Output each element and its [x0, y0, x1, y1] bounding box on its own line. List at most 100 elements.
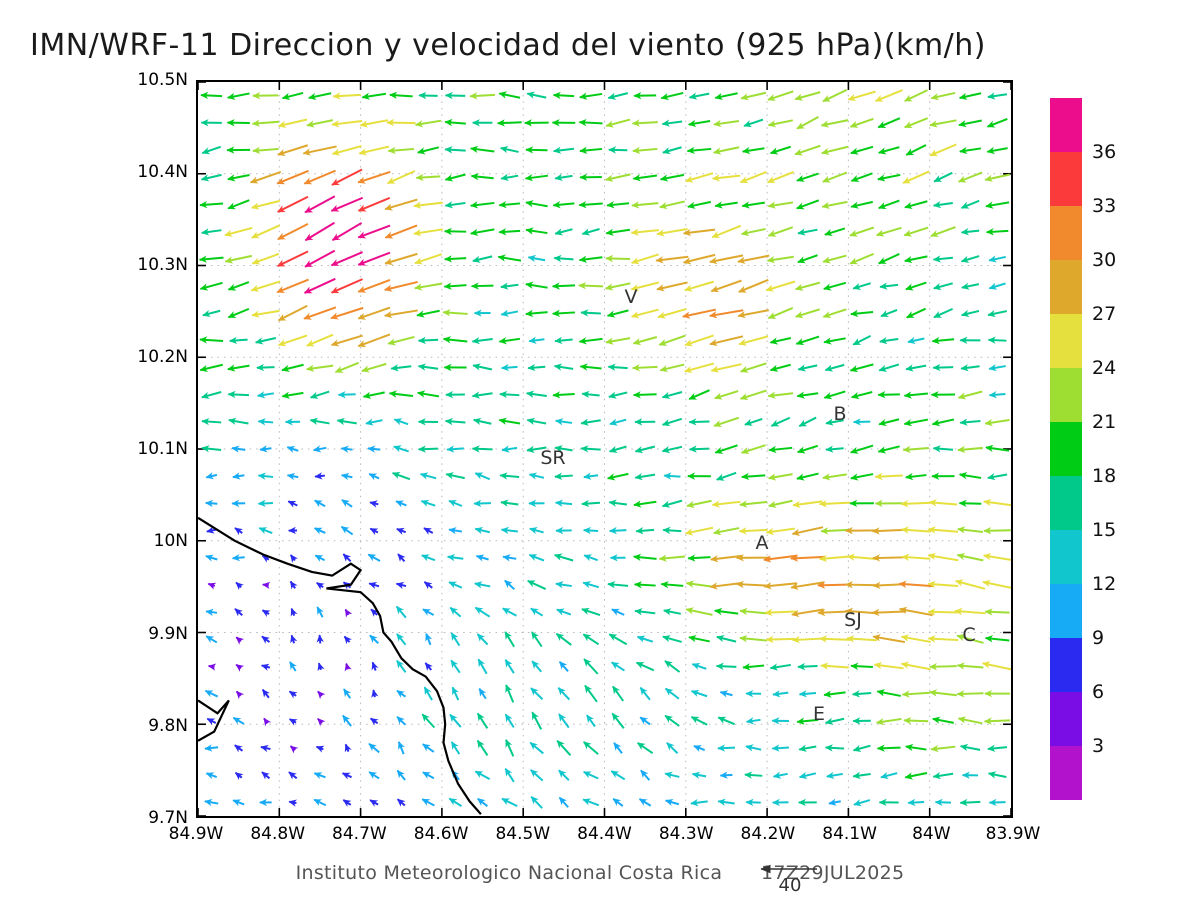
wind-vector — [583, 658, 599, 675]
colorbar-band — [1050, 98, 1082, 152]
wind-vector — [927, 580, 959, 589]
wind-vector — [719, 690, 733, 698]
wind-vector — [954, 607, 986, 616]
wind-vector — [446, 553, 464, 562]
wind-vector — [530, 607, 544, 617]
wind-vector — [797, 364, 818, 372]
y-axis-tick: 10N — [153, 531, 188, 552]
wind-vector — [903, 391, 929, 399]
wind-vector — [368, 771, 380, 780]
wind-vector — [659, 363, 685, 373]
wind-vector — [369, 634, 379, 644]
wind-vector — [414, 119, 442, 128]
wind-vector — [852, 771, 871, 780]
wind-vector — [558, 713, 570, 729]
wind-vector — [688, 445, 710, 453]
wind-vector — [794, 281, 821, 291]
wind-vector — [340, 472, 353, 481]
wind-vector — [583, 741, 599, 755]
wind-vector — [715, 471, 737, 481]
wind-vector — [552, 91, 575, 100]
wind-vector — [357, 224, 391, 239]
wind-vector — [553, 363, 574, 371]
wind-vector — [797, 228, 818, 236]
wind-vector — [199, 336, 224, 344]
reference-vector-label: 40 — [778, 875, 802, 896]
wind-vector — [716, 635, 737, 643]
wind-vector — [631, 119, 658, 127]
wind-vector — [822, 254, 847, 264]
wind-vector — [397, 741, 405, 755]
wind-vector — [765, 280, 796, 292]
wind-vector — [739, 362, 767, 373]
wind-vector — [850, 172, 873, 182]
wind-vector — [608, 445, 627, 453]
wind-vector — [526, 445, 547, 454]
wind-vector — [444, 417, 466, 426]
wind-vector — [469, 92, 495, 100]
wind-vector — [796, 391, 819, 399]
wind-vector — [931, 336, 955, 345]
wind-vector — [635, 527, 655, 535]
wind-vector — [849, 117, 874, 128]
wind-vector — [530, 796, 543, 809]
wind-vector — [450, 659, 461, 674]
wind-vector — [254, 337, 277, 345]
wind-vector — [658, 554, 686, 562]
wind-vector — [688, 389, 710, 400]
wind-vector — [905, 472, 927, 481]
wind-vector — [330, 334, 363, 347]
wind-vector — [581, 228, 600, 236]
wind-vector — [927, 608, 959, 616]
wind-vector — [717, 744, 735, 752]
wind-vector — [713, 416, 740, 428]
wind-vector — [578, 200, 603, 209]
wind-vector — [824, 744, 845, 752]
wind-vector — [306, 119, 334, 128]
wind-vector — [902, 445, 929, 454]
wind-vector — [818, 500, 851, 508]
wind-vector — [739, 634, 768, 643]
wind-vector — [417, 363, 439, 371]
wind-vector — [331, 222, 363, 241]
city-label-c: C — [962, 624, 976, 646]
wind-vector — [903, 226, 929, 237]
wind-vector — [879, 336, 899, 345]
wind-vector — [304, 195, 336, 214]
wind-vector — [423, 581, 433, 590]
wind-vector — [608, 526, 627, 535]
wind-vector — [289, 554, 299, 563]
wind-vector — [531, 631, 543, 648]
wind-vector — [231, 553, 245, 562]
wind-vector — [798, 771, 817, 780]
wind-vector — [357, 278, 391, 293]
wind-vector — [531, 660, 543, 673]
wind-vector — [879, 282, 899, 290]
wind-vector — [582, 798, 600, 807]
wind-vector — [277, 334, 308, 347]
wind-vector — [289, 661, 297, 672]
x-axis-tick: 84.8W — [250, 824, 306, 844]
wind-vector — [987, 744, 1008, 752]
wind-vector — [663, 608, 681, 616]
wind-vector — [769, 663, 791, 671]
wind-vector — [227, 199, 250, 210]
wind-vector — [235, 663, 245, 672]
wind-vector — [767, 226, 794, 237]
wind-vector — [531, 711, 543, 730]
wind-vector — [684, 280, 715, 292]
wind-vector — [396, 769, 406, 781]
wind-vector — [581, 390, 600, 399]
wind-vector — [357, 196, 391, 212]
wind-vector — [607, 92, 629, 100]
wind-vector — [344, 743, 352, 753]
wind-vector — [500, 309, 519, 317]
wind-vector — [791, 636, 823, 644]
wind-vector — [557, 687, 571, 701]
wind-vector — [384, 224, 418, 239]
wind-vector — [631, 364, 658, 372]
wind-vector — [371, 689, 379, 698]
wind-vector — [558, 796, 569, 808]
wind-vector — [580, 309, 601, 317]
wind-vector — [420, 499, 436, 507]
